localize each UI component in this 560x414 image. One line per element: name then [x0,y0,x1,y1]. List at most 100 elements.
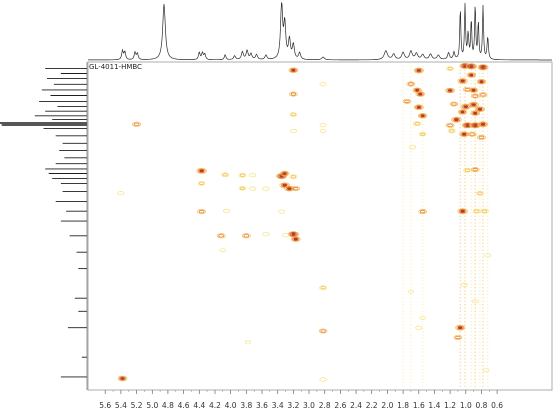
cross-peak [457,208,468,215]
contour-level [197,209,207,215]
contour-level [471,111,479,116]
cross-peak [197,209,207,215]
contour-level [447,67,453,71]
cross-peak [418,209,428,215]
x-tick-label: 1.0 [460,401,472,410]
contour-level [480,122,486,126]
contour-level [413,104,424,111]
contour-level [454,118,459,122]
cross-peak [278,209,286,214]
top-projection-1h-spectrum [88,1,552,61]
plot-frame [87,61,553,391]
contour-level [417,113,428,119]
cross-peak [470,110,480,116]
contour-level [239,173,245,177]
contour-level [238,186,247,191]
contour-level [408,82,414,86]
contour-level [413,67,424,74]
cross-peak [407,289,415,294]
contour-level [415,91,426,97]
cross-peak [290,236,301,242]
contour-level [473,124,478,127]
cross-peak [419,315,427,320]
cross-peak [449,101,459,107]
contour-level [293,237,298,241]
contour-level [241,233,251,239]
contour-level [288,67,299,73]
x-tick-label: 4.4 [193,401,205,410]
contour-level [414,122,420,126]
contour-level [452,117,461,122]
contour-level [413,121,422,127]
contour-level [470,122,480,128]
contour-level [420,210,426,214]
cross-peak [219,248,227,253]
cross-peak [469,122,481,129]
contour-level [290,92,297,96]
contour-level [413,88,421,93]
contour-level [279,170,290,177]
cross-peak [446,66,455,71]
contour-level [470,88,477,93]
contour-level [117,375,128,382]
cross-peak [238,172,247,178]
contour-level [289,68,297,73]
cross-peak [453,335,463,340]
contour-level [458,209,467,214]
contour-level [406,81,416,87]
contour-level [446,66,455,71]
x-tick-label: 4.8 [162,401,174,410]
contour-level [290,232,297,236]
contour-level [472,168,478,172]
cross-peak [474,106,486,113]
contour-level [447,123,453,127]
contour-level [478,92,488,98]
x-tick-label: 2.0 [381,401,393,410]
cross-peak [467,131,477,137]
contour-level [446,88,454,93]
contour-level [471,103,476,106]
contour-level [466,63,476,69]
cross-peak [281,233,290,238]
cross-peak [477,64,489,71]
contour-level [415,68,423,73]
contour-level [407,289,415,294]
contour-level [287,187,292,190]
contour-level [460,110,465,114]
contour-level [461,64,469,68]
contour-level [479,122,487,127]
left-projection-13c-spectrum [0,62,88,390]
contour-level [463,105,469,108]
contour-level [468,87,479,93]
contour-level [469,73,474,77]
x-tick-label: 3.4 [272,401,284,410]
cross-peak [262,186,270,191]
x-tick-label: 0.8 [476,401,488,410]
cross-peak [466,72,477,78]
contour-level [460,209,465,213]
contour-level [420,132,426,136]
cross-peak [455,324,466,331]
contour-level [464,168,470,172]
contour-level [248,173,257,178]
contour-level [132,121,142,127]
cross-peak [477,134,486,140]
cross-peak [248,186,257,191]
contour-level [447,89,453,92]
contour-level [319,128,327,133]
cross-peak [478,92,488,98]
contour-level [474,106,486,113]
x-tick-label: 3.0 [303,401,315,410]
contour-level [291,113,296,116]
contour-level [199,181,204,185]
contour-level [418,132,427,137]
cross-peak [196,167,207,174]
cross-peak [459,62,471,69]
contour-level [471,88,476,92]
x-tick-label: 2.8 [319,401,331,410]
contour-level [482,368,490,373]
contour-level [457,109,468,115]
contour-level [197,168,206,174]
contour-level [281,233,290,238]
contour-level [223,208,231,214]
